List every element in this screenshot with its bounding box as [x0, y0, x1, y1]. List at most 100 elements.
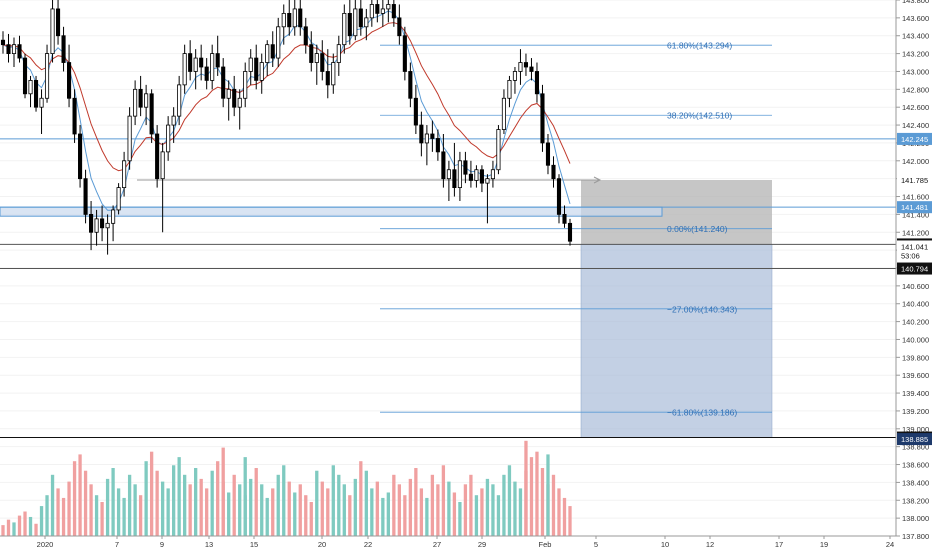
candle-body — [562, 213, 567, 224]
moving-average-line — [2, 22, 571, 172]
candle-body — [402, 35, 407, 72]
x-tick-label: 12 — [706, 540, 714, 549]
volume-bar — [155, 470, 159, 536]
x-tick-label: Feb — [539, 540, 552, 549]
y-tick-label: 138.600 — [902, 461, 929, 470]
volume-bar — [430, 474, 435, 536]
y-tick-label: 143.200 — [902, 50, 929, 59]
x-tick-label: 20 — [318, 540, 326, 549]
x-tick-label: 27 — [433, 540, 441, 549]
volume-bar — [348, 495, 352, 536]
volume-bar — [414, 468, 418, 536]
y-tick-label: 141.200 — [902, 228, 929, 237]
x-tick-label: 2020 — [37, 540, 54, 549]
position-tool[interactable] — [0, 176, 773, 438]
volume-bar — [138, 495, 143, 536]
volume-bar — [518, 488, 523, 536]
y-tick-label: 139.200 — [902, 407, 929, 416]
candle-body — [210, 53, 215, 81]
candle-body — [144, 93, 149, 108]
candle-body — [22, 57, 28, 95]
candle-body — [545, 142, 551, 166]
candle-body — [314, 53, 319, 63]
volume-bar — [403, 495, 407, 536]
volume-bar — [491, 484, 495, 536]
volume-bar — [568, 506, 572, 536]
x-tick-label: 29 — [478, 540, 486, 549]
volume-bar — [188, 484, 192, 536]
y-tick-label: 142.000 — [902, 157, 929, 166]
candle-body — [50, 8, 55, 55]
volume-bar — [1, 525, 5, 536]
y-tick-label: 140.600 — [902, 282, 929, 291]
y-tick-label: 138.400 — [902, 478, 929, 487]
price-tag-bg — [897, 240, 932, 253]
y-tick-label: 142.600 — [902, 103, 929, 112]
volume-bar — [469, 474, 473, 536]
volume-bar — [287, 481, 291, 536]
volume-bar — [144, 461, 148, 536]
fib-label: 0.00%(141.240) — [667, 224, 728, 234]
volume-bar — [260, 484, 264, 536]
candle-body — [100, 218, 105, 229]
volume-bar — [320, 481, 324, 536]
candle-body — [243, 71, 248, 99]
candle-body — [292, 8, 297, 28]
volume-bar — [562, 497, 567, 536]
volume-bar — [271, 488, 275, 536]
volume-bar — [177, 457, 181, 536]
candle-body — [204, 66, 209, 81]
volume-bar — [61, 497, 66, 536]
x-tick-label: 7 — [115, 540, 119, 549]
volume-bar — [23, 511, 27, 536]
candle-body — [369, 4, 374, 19]
candle-body — [485, 178, 490, 184]
volume-bars — [1, 440, 572, 536]
candle-body — [17, 44, 22, 59]
volume-bar — [458, 502, 462, 536]
volume-bar — [496, 495, 501, 536]
candle-body — [408, 71, 413, 99]
candle-body — [248, 57, 253, 72]
y-tick-label: 140.000 — [902, 335, 929, 344]
price-axis[interactable]: 137.800 138.000 138.200 138.400 138.600 138.8… — [895, 0, 932, 541]
horizontal-lines[interactable] — [0, 138, 896, 439]
candle-body — [534, 71, 540, 95]
candle-body — [435, 138, 440, 153]
volume-bar — [540, 468, 545, 536]
candle-body — [171, 115, 176, 126]
candle-body — [265, 44, 270, 63]
candle-body — [551, 164, 556, 180]
timer-tag: 53:06 — [901, 251, 920, 260]
volume-bar — [100, 502, 104, 536]
fib-label: 38.20%(142.510) — [667, 111, 732, 121]
candle-body — [182, 53, 187, 86]
fib-label: −27.00%(140.343) — [667, 304, 737, 314]
candle-body — [276, 26, 281, 59]
candle-body — [529, 66, 534, 72]
candle-body — [479, 169, 484, 184]
volume-bar — [105, 478, 110, 536]
price-tag: 138.885 — [901, 435, 928, 444]
candle-body — [380, 8, 385, 14]
price-tag-bg — [897, 262, 932, 275]
candle-body — [133, 88, 138, 117]
candle-body — [44, 53, 50, 99]
candle-body — [28, 80, 33, 95]
candle-body — [122, 160, 127, 189]
candle-body — [501, 97, 506, 130]
candle-body — [446, 169, 451, 180]
volume-bar — [83, 470, 88, 536]
volume-bar — [282, 465, 286, 536]
volume-bar — [238, 484, 242, 536]
x-tick-label: 24 — [886, 540, 894, 549]
price-tag-bg — [897, 132, 932, 145]
volume-bar — [381, 497, 385, 536]
volume-bar — [502, 474, 506, 536]
time-axis[interactable]: 2020 7 9 13 15 20 22 27 29 Feb 5 10 12 17 19 24 — [0, 535, 896, 549]
volume-bar — [216, 461, 220, 536]
volume-bar — [370, 488, 374, 536]
fibonacci-levels[interactable]: 61.80%(143.294) 38.20%(142.510) 0.00%(141.… — [380, 41, 772, 418]
